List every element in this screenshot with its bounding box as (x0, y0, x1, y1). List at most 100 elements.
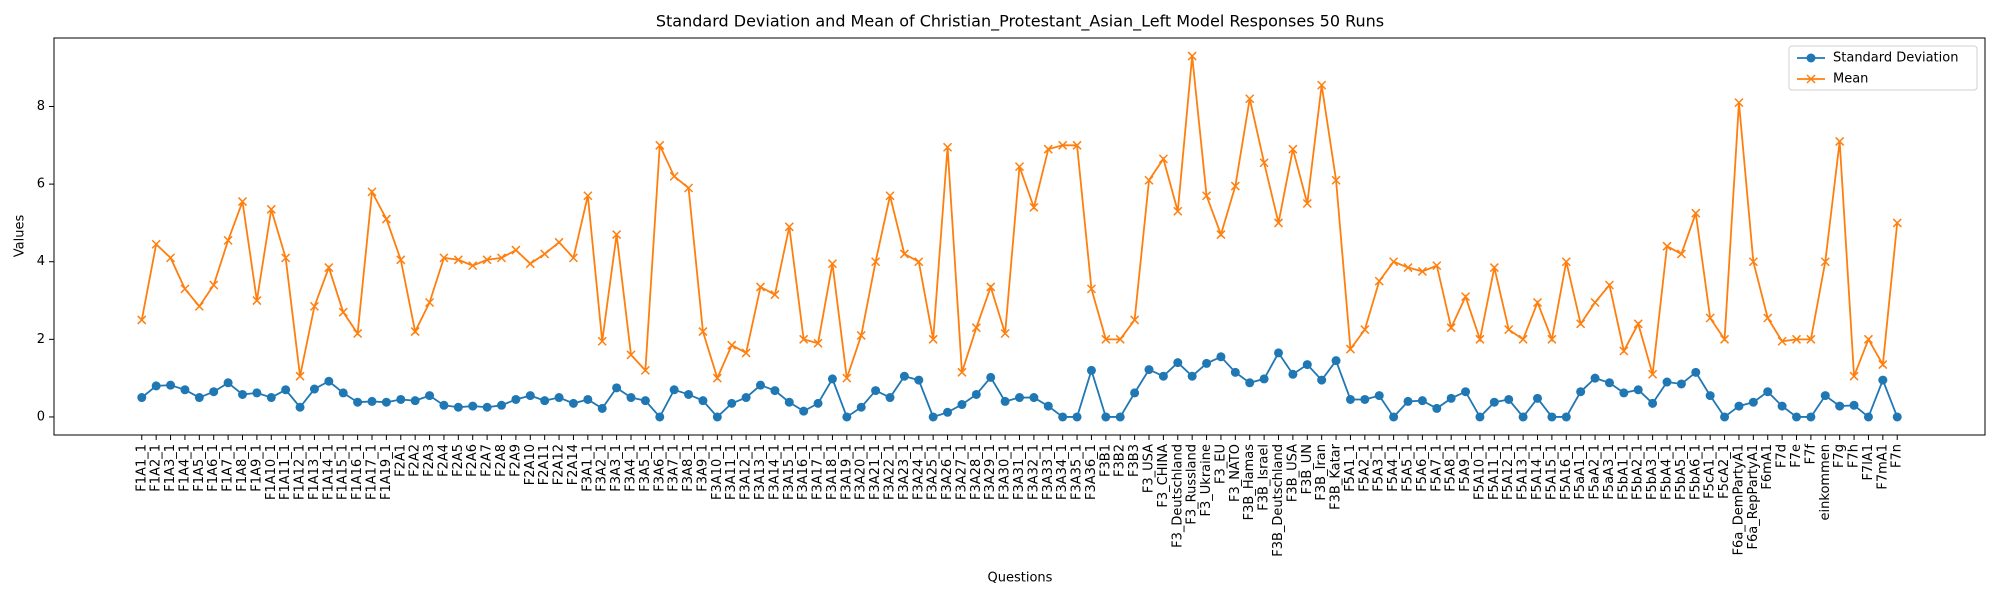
x-tick-label: F3A28_1 (969, 444, 984, 500)
x-tick-label: F5cA2_1 (1717, 444, 1732, 499)
x-tick-label: F5bA5_1 (1674, 444, 1689, 500)
point-marker (1115, 412, 1125, 422)
point-marker (324, 263, 334, 273)
point-marker (381, 397, 391, 407)
point-marker (1043, 401, 1053, 411)
x-tick-label: F7mA1 (1875, 444, 1890, 490)
x-tick-label: F3A22_1 (882, 444, 897, 500)
point-marker (1259, 158, 1269, 168)
chart-title: Standard Deviation and Mean of Christian… (656, 12, 1384, 32)
point-marker (1475, 334, 1485, 344)
x-tick-label: F3A5_1 (638, 444, 653, 492)
point-marker (1720, 412, 1730, 422)
legend-box (1788, 45, 1978, 91)
point-marker (568, 253, 578, 263)
point-marker (1504, 394, 1514, 404)
point-marker (1360, 325, 1370, 335)
point-marker (899, 249, 909, 259)
point-marker (1461, 387, 1471, 397)
point-marker (1619, 388, 1629, 398)
y-tick-label: 4 (37, 254, 45, 269)
point-marker (1676, 249, 1686, 259)
x-tick-label: F6a_RepPartyA1 (1746, 444, 1761, 549)
point-marker (1878, 375, 1888, 385)
x-tick-label: F5A12_1 (1501, 444, 1516, 500)
x-tick-label: F1A14_1 (321, 444, 336, 500)
point-marker (784, 397, 794, 407)
x-tick-label: F5A13_1 (1516, 444, 1531, 500)
x-axis-label: Questions (988, 571, 1053, 586)
point-marker (799, 406, 809, 416)
point-marker (583, 191, 593, 201)
point-marker (1389, 412, 1399, 422)
point-marker (1158, 154, 1168, 164)
point-marker (1317, 80, 1327, 90)
point-marker (525, 259, 535, 269)
point-marker (194, 301, 204, 311)
point-marker (1245, 378, 1255, 388)
point-marker (353, 328, 363, 339)
point-marker (482, 402, 492, 412)
point-marker (655, 140, 665, 150)
point-marker (439, 400, 449, 410)
point-marker (511, 394, 521, 404)
x-tick-label: F3_EU (1213, 444, 1228, 484)
point-marker (813, 398, 823, 408)
x-tick-label: F5A10_1 (1472, 444, 1487, 500)
point-marker (1561, 257, 1571, 267)
point-marker (669, 171, 679, 181)
point-marker (1489, 397, 1499, 407)
x-tick-label: F2A6 (465, 444, 480, 477)
point-marker (842, 373, 852, 383)
point-marker (612, 230, 622, 240)
legend-label: Standard Deviation (1833, 51, 1958, 66)
point-marker (1273, 218, 1284, 228)
x-tick-label: F2A5 (451, 444, 466, 477)
point-marker (1777, 336, 1787, 346)
point-marker (1389, 257, 1399, 267)
x-tick-label: F3A2_1 (595, 444, 610, 492)
point-marker (209, 280, 219, 290)
point-marker (1202, 358, 1212, 368)
point-marker (482, 255, 492, 265)
point-marker (842, 412, 852, 422)
point-marker (1331, 175, 1341, 185)
point-marker (1101, 334, 1111, 344)
x-tick-label: F1A13_1 (307, 444, 322, 500)
x-tick-label: F1A17_1 (364, 444, 379, 500)
point-marker (871, 386, 881, 396)
point-marker (1072, 140, 1082, 150)
x-tick-label: F3A9_1 (695, 444, 710, 492)
point-marker (324, 376, 334, 386)
x-tick-label: F3B_USA (1285, 444, 1300, 502)
x-tick-label: F5bA2_1 (1631, 444, 1646, 500)
point-marker (784, 222, 794, 232)
point-marker (799, 334, 809, 344)
x-tick-label: F3_NATO (1228, 444, 1243, 502)
point-marker (1705, 391, 1715, 401)
x-tick-label: F2A3 (422, 444, 437, 477)
point-marker (741, 393, 751, 403)
point-marker (1849, 371, 1859, 381)
point-marker (1748, 397, 1758, 407)
point-marker (1820, 391, 1830, 401)
x-tick-label: F3B2 (1113, 444, 1128, 477)
point-marker (583, 394, 593, 404)
point-marker (1504, 325, 1514, 335)
point-marker (727, 398, 737, 408)
x-tick-label: F3A21_1 (868, 444, 883, 500)
x-tick-label: F5bA3_1 (1645, 444, 1660, 500)
series-line (141, 351, 1899, 419)
x-tick-label: F3A19_1 (839, 444, 854, 500)
point-marker (1101, 412, 1111, 422)
point-marker (1158, 371, 1168, 381)
point-marker (540, 396, 550, 406)
point-marker (971, 389, 981, 399)
point-marker (1403, 396, 1413, 406)
point-marker (856, 330, 866, 340)
x-tick-label: F3A16_1 (796, 444, 811, 500)
point-marker (957, 400, 967, 410)
point-marker (1777, 401, 1787, 411)
point-marker (957, 367, 967, 377)
x-tick-label: F5aA3_1 (1602, 444, 1617, 500)
